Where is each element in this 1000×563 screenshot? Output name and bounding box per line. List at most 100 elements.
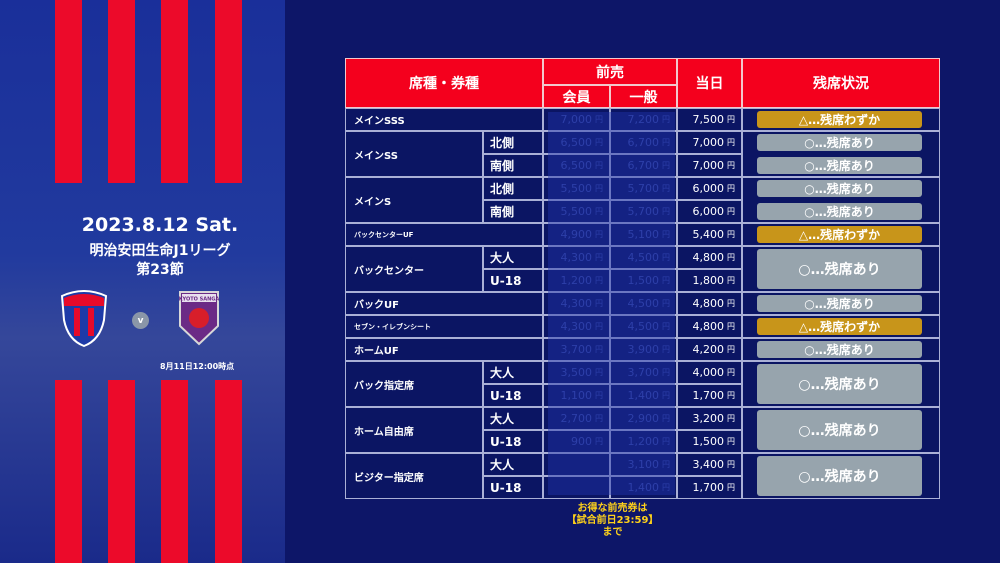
seat-name: ホームUF: [345, 338, 543, 361]
price-value: 6,000: [692, 205, 725, 218]
price-value: 4,300: [560, 320, 593, 333]
price-general: 5,700 円: [610, 200, 677, 223]
price-value: 1,400: [627, 481, 660, 494]
price-member: 4,300 円: [543, 246, 610, 269]
yen-unit: 円: [727, 115, 735, 124]
yen-unit: 円: [727, 322, 735, 331]
price-day: 6,000 円: [677, 200, 742, 223]
yen-unit: 円: [595, 322, 603, 331]
price-member: [543, 476, 610, 499]
yen-unit: 円: [727, 184, 735, 193]
price-member: 900 円: [543, 430, 610, 453]
price-day: 4,800 円: [677, 246, 742, 269]
price-value: 4,200: [692, 343, 725, 356]
price-general: 6,700 円: [610, 154, 677, 177]
status-few-left: △…残席わずか: [757, 226, 922, 243]
yen-unit: 円: [595, 115, 603, 124]
price-value: 4,800: [692, 297, 725, 310]
yen-unit: 円: [595, 368, 603, 377]
price-value: 4,800: [692, 320, 725, 333]
price-member: 3,500 円: [543, 361, 610, 384]
yen-unit: 円: [595, 230, 603, 239]
match-round: 第23節: [136, 262, 184, 278]
yen-unit: 円: [662, 391, 670, 400]
price-value: 5,700: [627, 205, 660, 218]
status-available: ○…残席あり: [757, 295, 922, 312]
yen-unit: 円: [662, 230, 670, 239]
yen-unit: 円: [727, 391, 735, 400]
price-value: 6,500: [560, 136, 593, 149]
price-value: 4,900: [560, 228, 593, 241]
yen-unit: 円: [595, 161, 603, 170]
red-stripe: [215, 0, 242, 183]
ticket-type: 北側: [483, 177, 543, 200]
price-value: 6,700: [627, 159, 660, 172]
ticket-type: U-18: [483, 430, 543, 453]
price-value: 6,700: [627, 136, 660, 149]
price-value: 5,500: [560, 205, 593, 218]
seat-name: バックUF: [345, 292, 543, 315]
as-of-time: 8月11日12:00時点: [160, 362, 235, 371]
price-value: 7,000: [692, 159, 725, 172]
price-value: 3,900: [627, 343, 660, 356]
price-day: 6,000 円: [677, 177, 742, 200]
kyoto-sanga-crest: KYOTO SANGA: [179, 291, 220, 346]
ticket-type: U-18: [483, 384, 543, 407]
header-day: 当日: [677, 58, 742, 108]
price-member: 6,500 円: [543, 154, 610, 177]
ticket-type: 南側: [483, 200, 543, 223]
ticket-type: U-18: [483, 269, 543, 292]
price-general: 4,500 円: [610, 292, 677, 315]
price-value: 3,700: [627, 366, 660, 379]
yen-unit: 円: [595, 299, 603, 308]
yen-unit: 円: [662, 483, 670, 492]
red-stripe: [108, 380, 135, 563]
yen-unit: 円: [662, 322, 670, 331]
price-value: 4,500: [627, 320, 660, 333]
price-value: 7,200: [627, 113, 660, 126]
price-value: 4,300: [560, 297, 593, 310]
price-member: 4,300 円: [543, 292, 610, 315]
price-value: 5,100: [627, 228, 660, 241]
price-day: 4,000 円: [677, 361, 742, 384]
price-member: [543, 453, 610, 476]
yen-unit: 円: [727, 437, 735, 446]
red-stripe: [161, 0, 188, 183]
ticket-type: 北側: [483, 131, 543, 154]
price-general: 3,700 円: [610, 361, 677, 384]
price-value: 3,400: [692, 458, 725, 471]
yen-unit: 円: [727, 276, 735, 285]
yen-unit: 円: [727, 460, 735, 469]
yen-unit: 円: [595, 184, 603, 193]
event-panel-background: [0, 0, 285, 563]
price-value: 4,800: [692, 251, 725, 264]
price-member: 4,900 円: [543, 223, 610, 246]
price-value: 1,500: [627, 274, 660, 287]
status-available: ○…残席あり: [757, 157, 922, 174]
yen-unit: 円: [595, 138, 603, 147]
price-value: 6,500: [560, 159, 593, 172]
price-member: 5,500 円: [543, 200, 610, 223]
price-value: 1,700: [692, 389, 725, 402]
yen-unit: 円: [662, 184, 670, 193]
price-member: 2,700 円: [543, 407, 610, 430]
status-available: ○…残席あり: [757, 203, 922, 220]
header-seat: 席種・券種: [345, 58, 543, 108]
away-team-name: KYOTO SANGA: [179, 297, 220, 303]
price-value: 7,000: [560, 113, 593, 126]
yen-unit: 円: [727, 161, 735, 170]
seat-name: バックセンターUF: [345, 223, 543, 246]
yen-unit: 円: [727, 483, 735, 492]
red-stripe: [108, 0, 135, 183]
ticket-type: 大人: [483, 246, 543, 269]
price-day: 3,400 円: [677, 453, 742, 476]
price-value: 1,500: [692, 435, 725, 448]
price-value: 5,400: [692, 228, 725, 241]
price-general: 3,100 円: [610, 453, 677, 476]
price-value: 1,400: [627, 389, 660, 402]
yen-unit: 円: [662, 368, 670, 377]
price-day: 1,700 円: [677, 476, 742, 499]
ticket-type: 南側: [483, 154, 543, 177]
seat-name: バック指定席: [345, 361, 483, 407]
yen-unit: 円: [662, 253, 670, 262]
